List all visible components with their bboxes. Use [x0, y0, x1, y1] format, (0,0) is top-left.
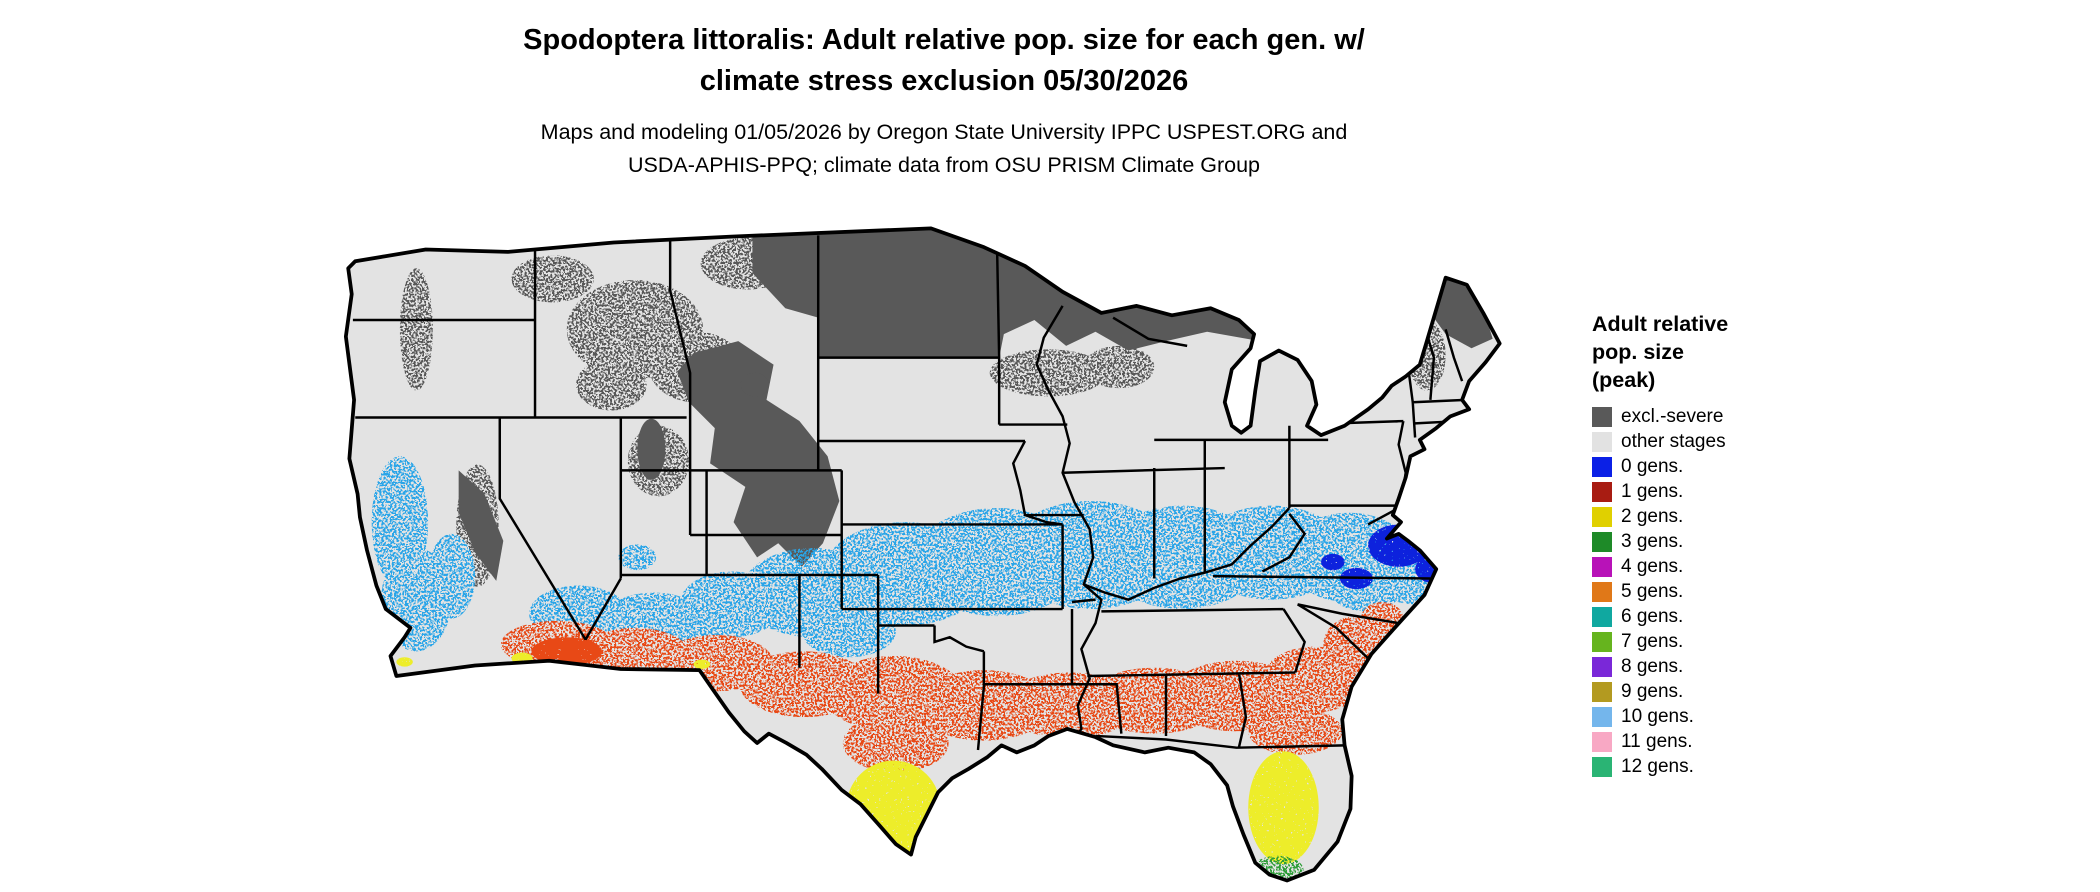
legend-item-label: 12 gens.: [1621, 755, 1694, 777]
legend-item: 4 gens.: [1592, 554, 1892, 579]
legend-title: Adult relative pop. size (peak): [1592, 310, 1892, 394]
subtitle-line1: Maps and modeling 01/05/2026 by Oregon S…: [540, 120, 1348, 144]
legend-title-line1: Adult relative: [1592, 312, 1729, 336]
legend-swatch: [1592, 656, 1612, 677]
subtitle-line2: USDA-APHIS-PPQ; climate data from OSU PR…: [627, 153, 1261, 177]
legend-item: 10 gens.: [1592, 704, 1892, 729]
legend-item: excl.-severe: [1592, 404, 1892, 429]
legend-items: excl.-severe other stages 0 gens. 1 gens…: [1592, 404, 1892, 779]
legend-swatch: [1592, 681, 1612, 702]
legend-item-label: 7 gens.: [1621, 630, 1684, 652]
legend-item: 5 gens.: [1592, 579, 1892, 604]
legend-item-label: 0 gens.: [1621, 455, 1684, 477]
legend-item: 8 gens.: [1592, 654, 1892, 679]
legend-item-label: other stages: [1621, 430, 1726, 452]
legend-item-label: 5 gens.: [1621, 580, 1684, 602]
legend-swatch: [1592, 456, 1612, 477]
legend-item: 12 gens.: [1592, 754, 1892, 779]
legend-swatch: [1592, 481, 1612, 502]
legend-item: 7 gens.: [1592, 629, 1892, 654]
legend-item-label: 10 gens.: [1621, 705, 1694, 727]
legend-item: 6 gens.: [1592, 604, 1892, 629]
legend-title-line2: pop. size: [1592, 340, 1684, 364]
figure-header: Spodoptera littoralis: Adult relative po…: [0, 20, 1888, 182]
legend-item: 11 gens.: [1592, 729, 1892, 754]
legend-swatch: [1592, 706, 1612, 727]
legend-item: 1 gens.: [1592, 479, 1892, 504]
legend-swatch: [1592, 756, 1612, 777]
legend-item-label: excl.-severe: [1621, 405, 1724, 427]
legend-item: 3 gens.: [1592, 529, 1892, 554]
legend-swatch: [1592, 581, 1612, 602]
legend-item-label: 11 gens.: [1621, 730, 1693, 752]
us-outline: [343, 226, 1502, 883]
legend-item: other stages: [1592, 429, 1892, 454]
legend-swatch: [1592, 731, 1612, 752]
subtitle: Maps and modeling 01/05/2026 by Oregon S…: [0, 116, 1888, 182]
legend-item-label: 8 gens.: [1621, 655, 1684, 677]
legend-swatch: [1592, 606, 1612, 627]
zone-1-gens-dense-core: [531, 637, 602, 666]
legend-item-label: 2 gens.: [1621, 505, 1684, 527]
page-title-line1: Spodoptera littoralis: Adult relative po…: [523, 24, 1365, 56]
legend-item: 2 gens.: [1592, 504, 1892, 529]
legend-item-label: 4 gens.: [1621, 555, 1684, 577]
state-borders: [352, 233, 1466, 751]
legend-swatch: [1592, 431, 1612, 452]
legend-item-label: 3 gens.: [1621, 530, 1684, 552]
legend-swatch: [1592, 506, 1612, 527]
legend: Adult relative pop. size (peak) excl.-se…: [1592, 310, 1892, 779]
legend-title-line3: (peak): [1592, 368, 1656, 392]
legend-swatch: [1592, 531, 1612, 552]
legend-swatch: [1592, 406, 1612, 427]
legend-item-label: 1 gens.: [1621, 480, 1684, 502]
zone-3-gens-dither: [1251, 855, 1304, 881]
page-title-line2: climate stress exclusion 05/30/2026: [699, 65, 1189, 97]
legend-item-label: 6 gens.: [1621, 605, 1684, 627]
us-map: [335, 226, 1527, 884]
legend-item-label: 9 gens.: [1621, 680, 1684, 702]
legend-swatch: [1592, 631, 1612, 652]
legend-item: 0 gens.: [1592, 454, 1892, 479]
zone-1-gens-dither: [500, 602, 1404, 773]
legend-swatch: [1592, 556, 1612, 577]
legend-item: 9 gens.: [1592, 679, 1892, 704]
